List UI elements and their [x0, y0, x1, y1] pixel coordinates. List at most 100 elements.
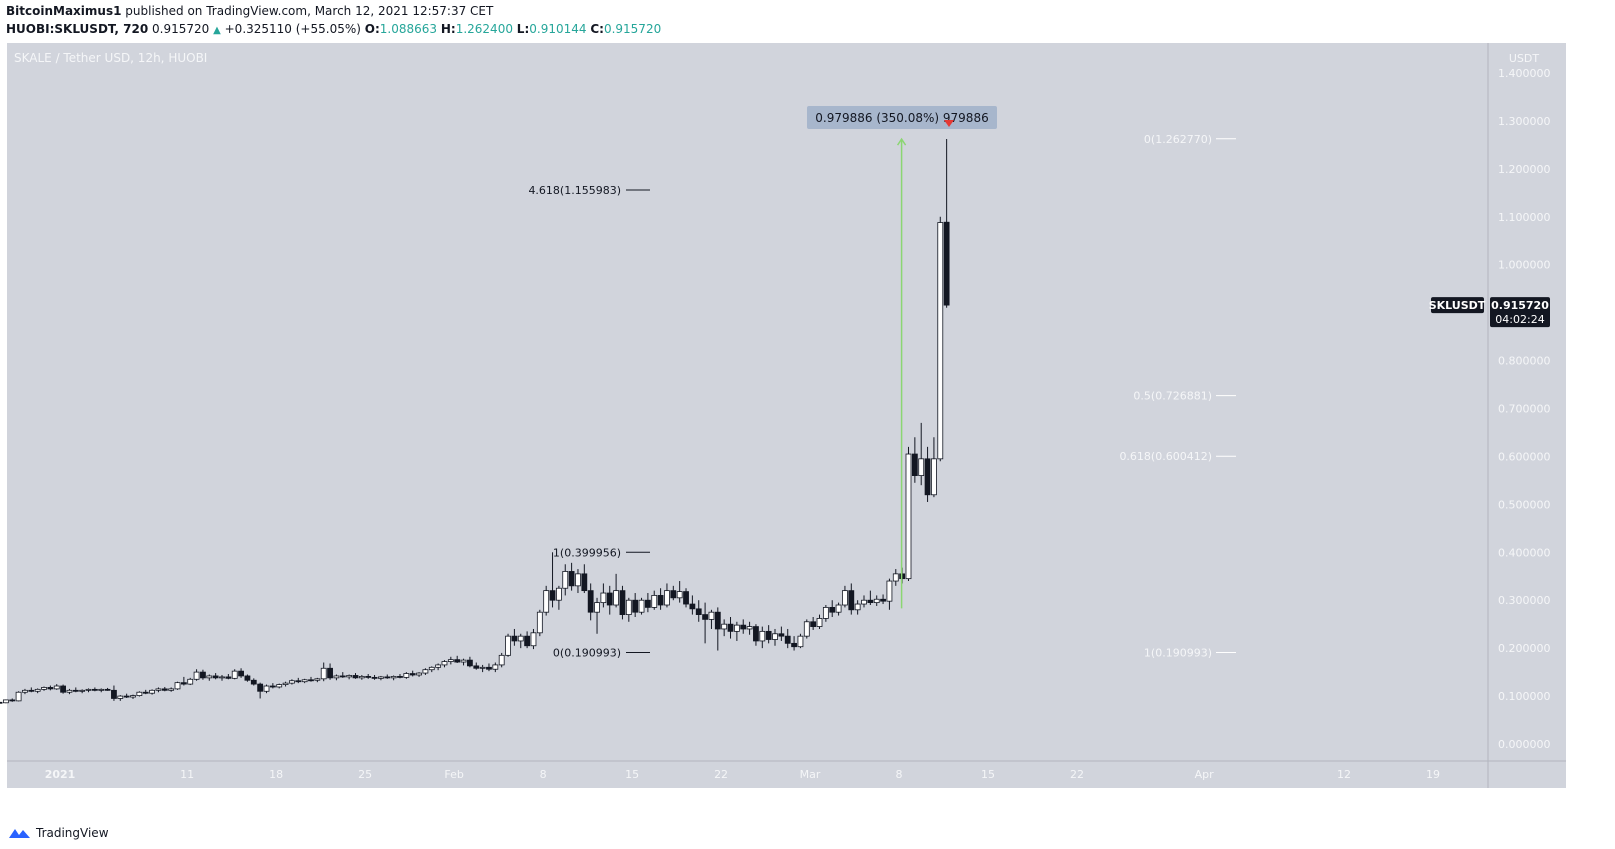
candle-body	[861, 599, 867, 605]
candle-body	[200, 671, 206, 679]
x-tick-label: 22	[714, 768, 728, 781]
candle-body	[231, 670, 238, 679]
measure-down-arrow	[944, 120, 954, 127]
candle-body	[536, 611, 543, 634]
candle-body	[333, 675, 340, 679]
candle-body	[123, 695, 130, 698]
candle-body	[161, 688, 168, 691]
candle-body	[66, 689, 73, 693]
candle-body	[238, 670, 244, 677]
candle-body	[422, 669, 429, 674]
candle-body	[778, 633, 785, 637]
candle-body	[943, 221, 950, 306]
close-value: 0.915720	[603, 22, 662, 36]
candle-body	[257, 683, 264, 692]
y-tick-label: 1.000000	[1498, 259, 1551, 272]
candle-body	[568, 571, 575, 587]
candle-body	[378, 676, 384, 679]
candle-body	[428, 666, 435, 671]
candle-body	[619, 590, 626, 615]
x-tick-label: 22	[1070, 768, 1084, 781]
candle-body	[937, 222, 944, 460]
candle-body	[365, 676, 372, 678]
candle-body	[492, 664, 499, 670]
measure-label: 0.979886 (350.08%) 979886	[815, 111, 988, 125]
price-value: 0.915720	[1491, 299, 1549, 312]
candle-body	[339, 675, 346, 678]
candle-body	[85, 688, 92, 691]
author-name[interactable]: BitcoinMaximus1	[6, 4, 122, 18]
candle-body	[708, 611, 715, 620]
candle-body	[880, 598, 886, 602]
candle-body	[511, 635, 518, 642]
price-axis-unit: USDT	[1509, 52, 1540, 65]
x-tick-label: 18	[269, 768, 283, 781]
price-symbol-bg	[1431, 297, 1484, 314]
time-axis[interactable]	[7, 761, 1488, 788]
y-tick-label: 0.200000	[1498, 642, 1551, 655]
symbol-full: HUOBI:SKLUSDT, 720	[6, 22, 149, 36]
candle-body	[892, 573, 899, 582]
candle-body	[555, 587, 562, 601]
fib-right-label: 0.5(0.726881)	[1133, 390, 1212, 403]
candle-body	[142, 691, 149, 694]
candle-body	[530, 632, 537, 647]
candle-body	[842, 590, 848, 606]
candle-body	[727, 623, 734, 632]
y-tick-labels: 1.400000 1.300000 1.200000 1.100000 1.000000…	[1498, 67, 1551, 751]
candle-body	[447, 659, 454, 662]
plot-area[interactable]	[7, 43, 1488, 761]
candle-body	[740, 624, 747, 630]
candle-body	[721, 623, 728, 630]
x-tick-label: 8	[540, 768, 547, 781]
candle-body	[498, 654, 505, 666]
candle-body	[543, 590, 550, 613]
candle-body	[670, 590, 677, 599]
candle-body	[390, 676, 397, 679]
x-tick-label: 8	[896, 768, 903, 781]
candle-body	[600, 592, 607, 604]
chart-title: SKALE / Tether USD, 12h, HUOBI	[14, 51, 207, 65]
tradingview-logo-icon	[9, 829, 30, 838]
up-arrow-icon: ▲	[213, 25, 221, 36]
candle-body	[301, 679, 308, 683]
x-tick-label: 19	[1426, 768, 1440, 781]
candle-body	[829, 607, 836, 613]
candle-body	[327, 667, 333, 679]
x-tick-labels: 2021 11 18 25 Feb 8 15 22 Mar 8 15 22 Apr 12 19	[45, 768, 1440, 781]
y-tick-label: 0.800000	[1498, 355, 1551, 368]
candle-body	[41, 687, 47, 690]
candle-body	[416, 672, 422, 676]
x-tick-label: 12	[1337, 768, 1351, 781]
y-tick-label: 0.100000	[1498, 690, 1551, 703]
candle-body	[346, 675, 353, 678]
candle-body	[638, 599, 645, 613]
candle-body	[848, 590, 855, 611]
candle-body	[244, 675, 251, 681]
tradingview-footer[interactable]: TradingView	[8, 826, 109, 840]
price-range-measure: 0.979886 (350.08%) 979886	[807, 106, 997, 609]
candle-body	[282, 682, 289, 685]
axis-corner	[1488, 761, 1566, 788]
candle-body	[22, 689, 28, 693]
candle-body	[409, 673, 416, 676]
y-tick-label: 1.100000	[1498, 211, 1551, 224]
price-change: +0.325110 (+55.05%)	[224, 22, 361, 36]
candle-body	[486, 666, 492, 670]
candle-body	[759, 630, 766, 642]
candle-body	[180, 682, 187, 685]
candle-body	[657, 595, 664, 606]
candle-body	[225, 676, 232, 679]
candle-body	[0, 701, 3, 704]
price-axis[interactable]	[1488, 43, 1566, 761]
candle-body	[2, 699, 9, 704]
candle-body	[689, 603, 696, 610]
candle-body	[702, 614, 708, 620]
low-value: 0.910144	[529, 22, 587, 36]
candle-body	[295, 680, 302, 683]
candle-body	[632, 599, 639, 613]
candle-body	[835, 604, 842, 613]
candle-body	[473, 665, 480, 669]
